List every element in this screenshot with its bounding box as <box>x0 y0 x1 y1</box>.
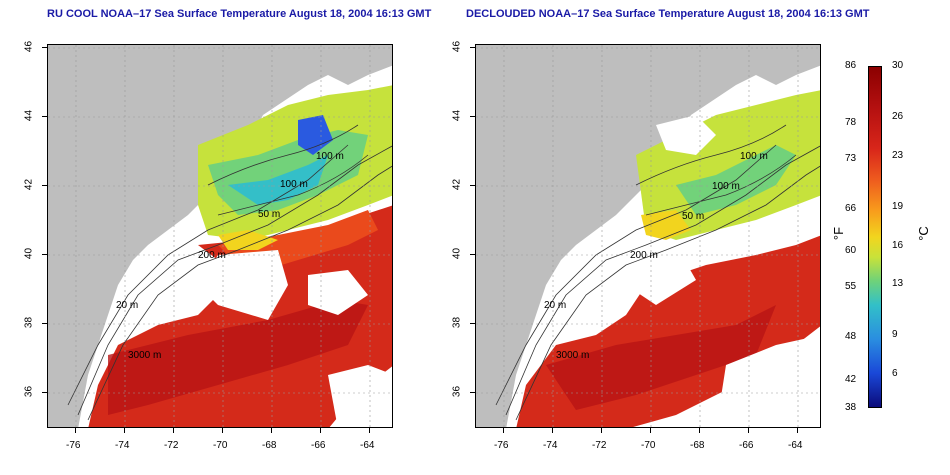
y-tick-mark <box>470 47 475 48</box>
celsius-tick-label: 23 <box>892 149 904 161</box>
x-tick-mark <box>222 428 223 433</box>
x-tick-mark <box>503 428 504 433</box>
x-tick-mark <box>320 428 321 433</box>
fahrenheit-tick-label: 55 <box>845 280 857 292</box>
y-tick-mark <box>470 116 475 117</box>
y-tick-label: 38 <box>23 316 35 329</box>
fahrenheit-tick-label: 48 <box>845 330 857 342</box>
cloud-area <box>198 250 288 320</box>
x-tick-mark <box>601 428 602 433</box>
x-tick-mark <box>699 428 700 433</box>
right-map-title: DECLOUDED NOAA–17 Sea Surface Temperatur… <box>466 8 870 20</box>
x-tick-label: -66 <box>311 440 326 451</box>
y-tick-label: 44 <box>23 109 35 122</box>
x-tick-label: -68 <box>262 440 277 451</box>
celsius-tick-label: 16 <box>892 239 904 251</box>
x-tick-mark <box>797 428 798 433</box>
land-mass <box>48 45 392 427</box>
contour-label-20m: 20 m <box>116 300 139 311</box>
contour-label-100m-a: 100 m <box>740 151 768 162</box>
y-tick-mark <box>470 392 475 393</box>
x-tick-mark <box>748 428 749 433</box>
x-tick-label: -74 <box>115 440 130 451</box>
contour-label-20m: 20 m <box>544 300 567 311</box>
fahrenheit-tick-label: 38 <box>845 402 857 413</box>
x-tick-label: -64 <box>360 440 375 451</box>
fahrenheit-tick-label: 73 <box>845 152 857 164</box>
x-tick-mark <box>75 428 76 433</box>
fahrenheit-tick-label: 78 <box>845 117 857 128</box>
x-tick-mark <box>124 428 125 433</box>
x-tick-label: -72 <box>164 440 179 451</box>
celsius-tick-label: 30 <box>892 60 904 71</box>
y-tick-label: 44 <box>451 109 463 122</box>
fahrenheit-unit-label: °F <box>831 226 847 241</box>
x-tick-label: -76 <box>66 440 81 451</box>
y-tick-label: 42 <box>23 178 35 191</box>
y-tick-label: 38 <box>451 316 463 329</box>
y-tick-mark <box>42 392 47 393</box>
contour-label-50m: 50 m <box>682 211 705 222</box>
x-tick-mark <box>271 428 272 433</box>
contour-label-100m-b: 100 m <box>280 179 308 190</box>
celsius-tick-label: 19 <box>892 201 904 213</box>
contour-label-3000m: 3000 m <box>128 350 162 361</box>
contour-label-200m: 200 m <box>630 250 658 261</box>
left-map-title: RU COOL NOAA–17 Sea Surface Temperature … <box>47 8 432 20</box>
x-tick-label: -70 <box>641 440 656 451</box>
land-mass <box>476 45 820 427</box>
x-tick-mark <box>173 428 174 433</box>
left-sst-map: 100 m 100 m 50 m 200 m 20 m 3000 m <box>47 44 393 428</box>
contour-label-100m-a: 100 m <box>316 151 344 162</box>
y-tick-label: 46 <box>451 40 463 53</box>
y-tick-mark <box>42 254 47 255</box>
y-tick-mark <box>42 323 47 324</box>
contour-label-100m-b: 100 m <box>712 181 740 192</box>
y-tick-label: 36 <box>23 385 35 398</box>
left-map-graphic <box>48 45 392 427</box>
temperature-colorbar <box>868 66 882 408</box>
y-tick-label: 36 <box>451 385 463 398</box>
x-tick-label: -68 <box>690 440 705 451</box>
contour-label-200m: 200 m <box>198 250 226 261</box>
y-tick-label: 40 <box>451 247 463 260</box>
x-tick-label: -70 <box>213 440 228 451</box>
celsius-tick-label: 26 <box>892 111 904 123</box>
y-tick-label: 42 <box>451 178 463 191</box>
celsius-tick-label: 13 <box>892 278 904 290</box>
x-tick-label: -64 <box>788 440 803 451</box>
y-tick-mark <box>470 323 475 324</box>
y-tick-mark <box>42 185 47 186</box>
fahrenheit-tick-label: 60 <box>845 245 857 257</box>
contour-label-50m: 50 m <box>258 209 281 220</box>
fahrenheit-tick-label: 66 <box>845 202 857 214</box>
celsius-tick-label: 6 <box>892 367 898 379</box>
fahrenheit-tick-label: 42 <box>845 373 857 385</box>
fahrenheit-tick-label: 86 <box>845 60 857 71</box>
x-tick-mark <box>369 428 370 433</box>
y-tick-mark <box>470 254 475 255</box>
celsius-unit-label: °C <box>915 226 931 241</box>
right-map-graphic <box>476 45 820 427</box>
right-sst-map: 100 m 100 m 50 m 200 m 20 m 3000 m <box>475 44 821 428</box>
x-tick-label: -76 <box>494 440 509 451</box>
y-tick-mark <box>470 185 475 186</box>
x-tick-mark <box>650 428 651 433</box>
y-tick-label: 40 <box>23 247 35 260</box>
x-tick-label: -74 <box>543 440 558 451</box>
celsius-tick-label: 9 <box>892 329 898 341</box>
cool-water <box>636 90 820 240</box>
y-tick-mark <box>42 47 47 48</box>
x-tick-label: -66 <box>739 440 754 451</box>
cloud-area <box>656 115 716 155</box>
y-tick-mark <box>42 116 47 117</box>
x-tick-mark <box>552 428 553 433</box>
y-tick-label: 46 <box>23 40 35 53</box>
x-tick-label: -72 <box>592 440 607 451</box>
contour-label-3000m: 3000 m <box>556 350 590 361</box>
